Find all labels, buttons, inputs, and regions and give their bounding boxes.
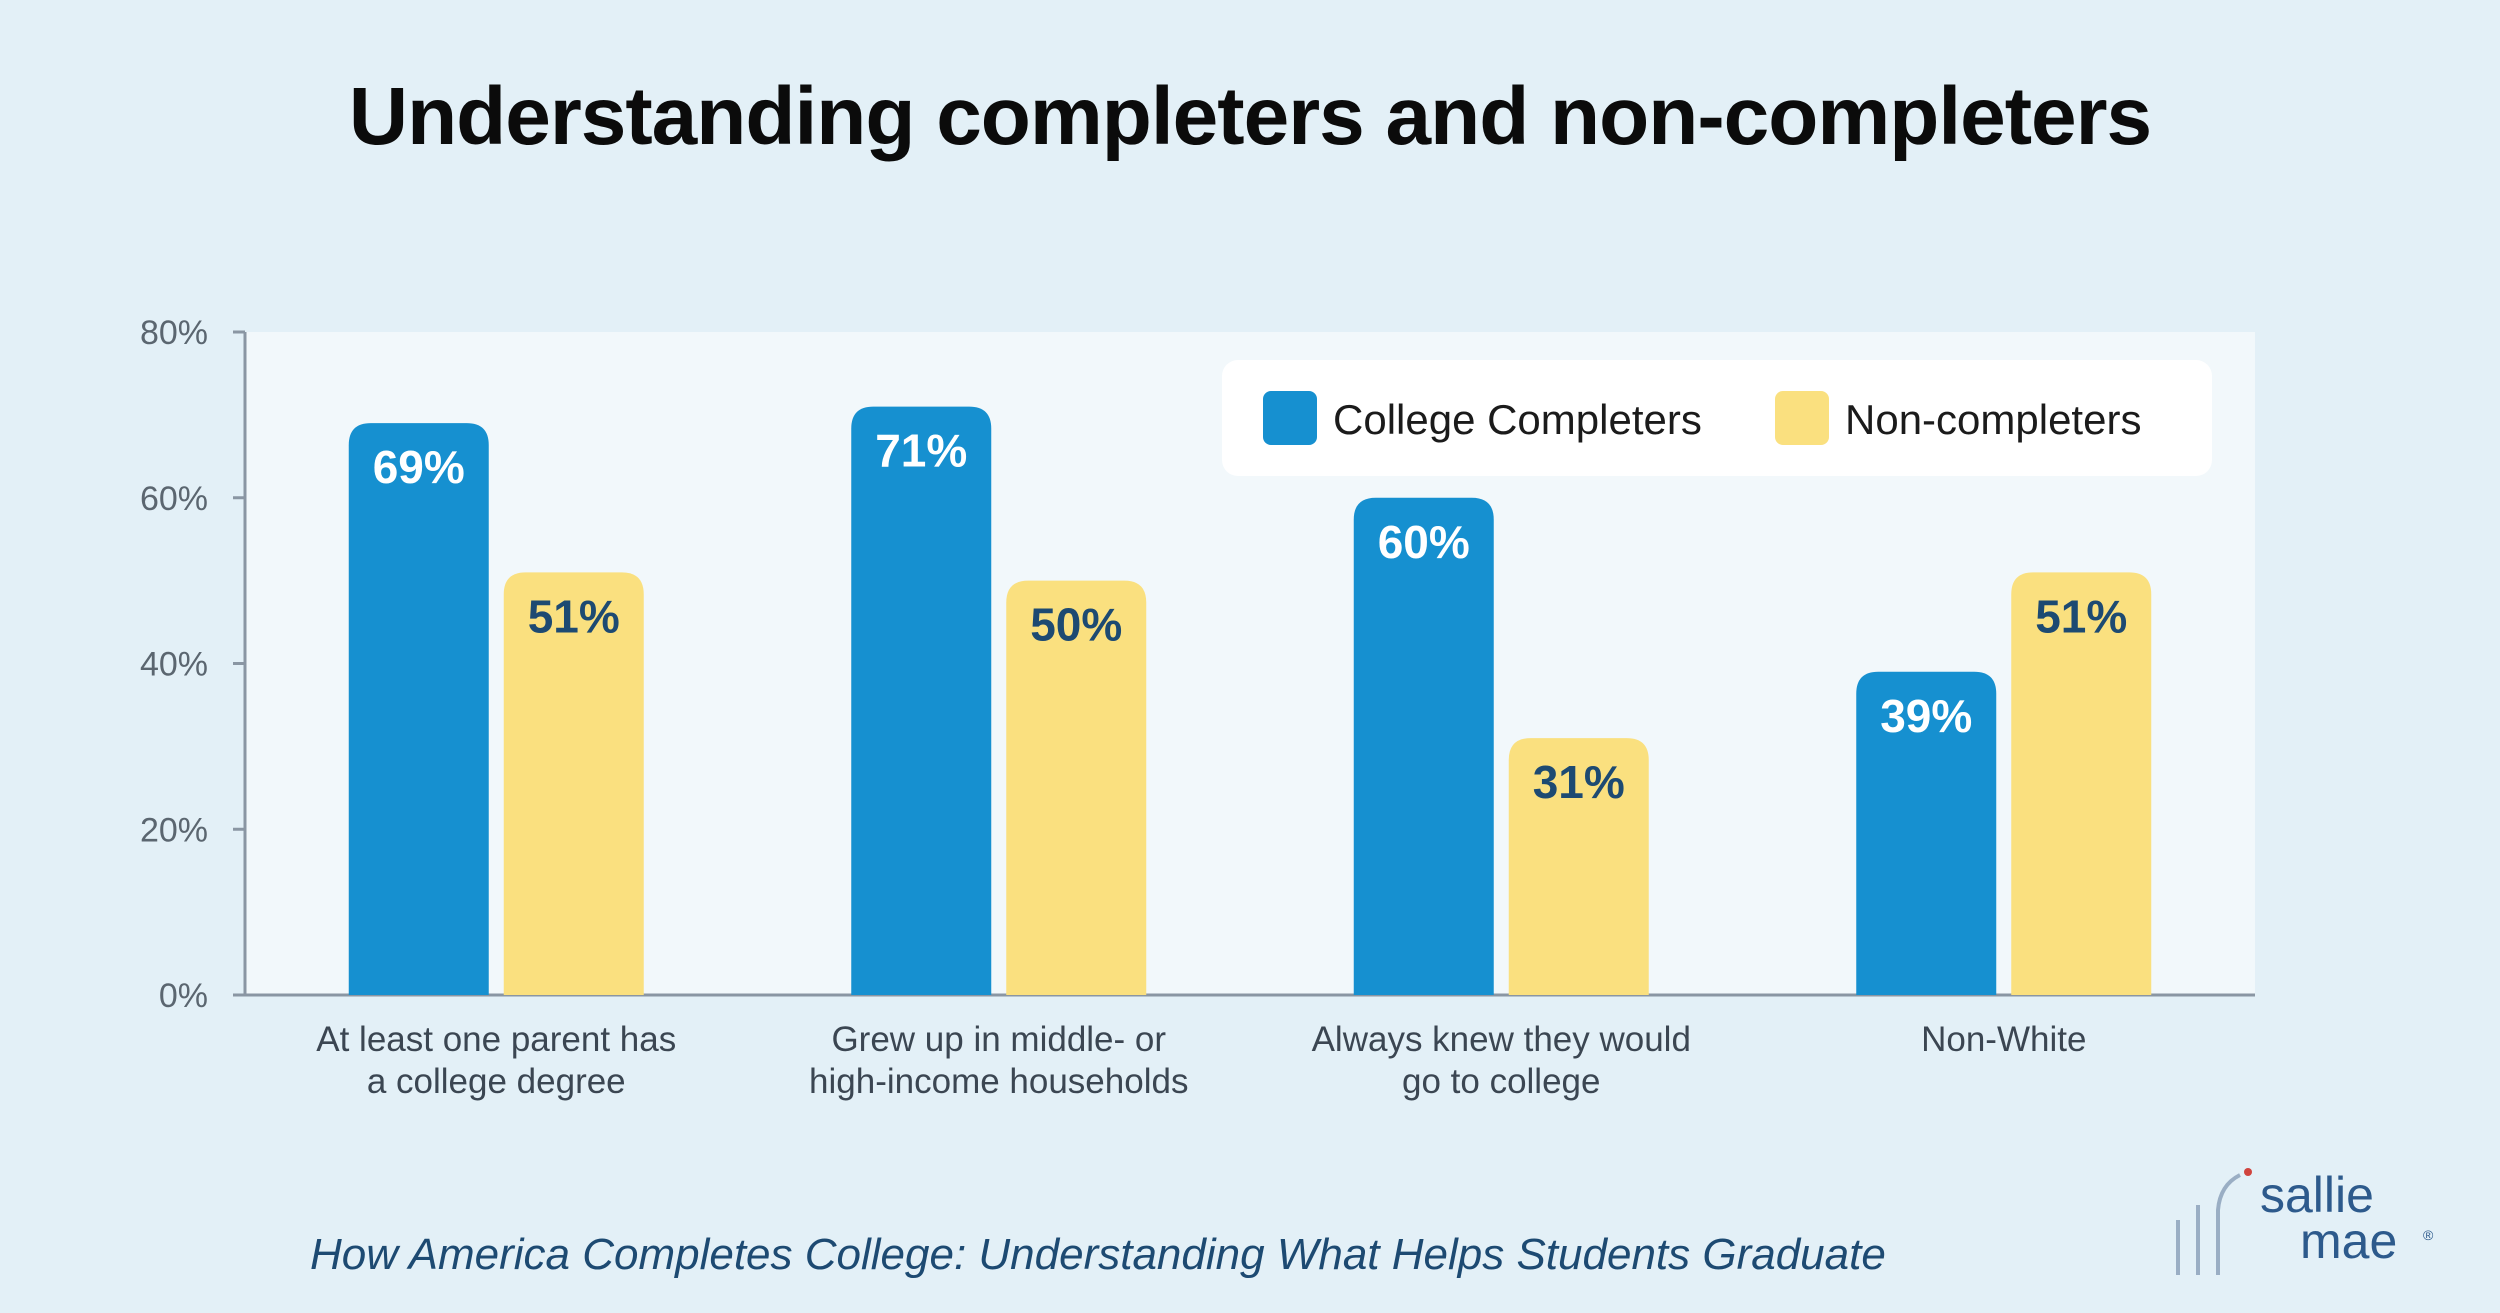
logo-registered-mark: ® (2423, 1227, 2434, 1243)
data-label: 51% (2035, 590, 2127, 642)
bar-non-completers (1508, 738, 1649, 995)
source-caption: How America Completes College: Understan… (310, 1230, 1886, 1279)
legend-box (1222, 360, 2212, 476)
x-category-label: high-income households (809, 1062, 1188, 1101)
bar-non-completers (503, 572, 644, 995)
bar-non-completers (2011, 572, 2152, 995)
x-category-label: Non-White (1921, 1020, 2086, 1059)
y-tick-label: 20% (140, 811, 208, 849)
y-tick-label: 80% (140, 314, 208, 352)
bar-college-completers (1353, 497, 1494, 995)
bar-college-completers (348, 423, 489, 996)
legend-label: Non-completers (1845, 396, 2141, 443)
chart-title: Understanding completers and non-complet… (348, 71, 2152, 162)
legend-label: College Completers (1333, 396, 1702, 443)
bar-non-completers (1006, 580, 1147, 995)
data-label: 71% (875, 425, 967, 477)
logo-text-line1: sallie (2260, 1167, 2374, 1223)
x-category-label: At least one parent has (316, 1020, 676, 1059)
y-tick-label: 40% (140, 646, 208, 684)
data-label: 51% (528, 590, 620, 642)
bar-college-completers (851, 406, 992, 995)
legend-swatch (1263, 391, 1317, 445)
sallie-mae-logo: sallie mae ® (2176, 1167, 2434, 1275)
logo-text-line2: mae (2300, 1213, 2397, 1269)
y-tick-label: 60% (140, 480, 208, 518)
x-category-label: Always knew they would (1312, 1020, 1691, 1059)
x-category-label: Grew up in middle- or (831, 1020, 1166, 1059)
data-label: 60% (1378, 516, 1470, 568)
y-tick-label: 0% (159, 977, 208, 1015)
x-category-label: a college degree (367, 1062, 626, 1101)
x-category-label: go to college (1402, 1062, 1600, 1101)
data-label: 39% (1880, 690, 1972, 742)
data-label: 31% (1533, 756, 1625, 808)
legend-swatch (1775, 391, 1829, 445)
data-label: 50% (1030, 599, 1122, 651)
bar-college-completers (1856, 671, 1997, 995)
data-label: 69% (373, 441, 465, 493)
